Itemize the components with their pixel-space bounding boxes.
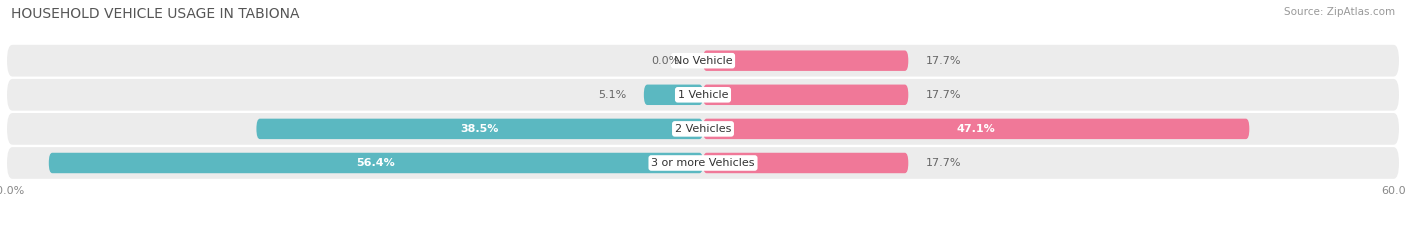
FancyBboxPatch shape xyxy=(49,153,703,173)
Text: Source: ZipAtlas.com: Source: ZipAtlas.com xyxy=(1284,7,1395,17)
FancyBboxPatch shape xyxy=(703,51,908,71)
Text: 38.5%: 38.5% xyxy=(461,124,499,134)
FancyBboxPatch shape xyxy=(7,113,1399,145)
FancyBboxPatch shape xyxy=(703,85,908,105)
Text: 56.4%: 56.4% xyxy=(357,158,395,168)
Text: 0.0%: 0.0% xyxy=(651,56,681,66)
FancyBboxPatch shape xyxy=(7,45,1399,77)
FancyBboxPatch shape xyxy=(703,153,908,173)
Text: No Vehicle: No Vehicle xyxy=(673,56,733,66)
Text: 2 Vehicles: 2 Vehicles xyxy=(675,124,731,134)
Text: 17.7%: 17.7% xyxy=(925,56,962,66)
Text: 1 Vehicle: 1 Vehicle xyxy=(678,90,728,100)
Text: 47.1%: 47.1% xyxy=(957,124,995,134)
Text: 17.7%: 17.7% xyxy=(925,90,962,100)
FancyBboxPatch shape xyxy=(7,79,1399,111)
Text: 5.1%: 5.1% xyxy=(598,90,627,100)
FancyBboxPatch shape xyxy=(703,119,1250,139)
Text: 17.7%: 17.7% xyxy=(925,158,962,168)
Text: HOUSEHOLD VEHICLE USAGE IN TABIONA: HOUSEHOLD VEHICLE USAGE IN TABIONA xyxy=(11,7,299,21)
FancyBboxPatch shape xyxy=(644,85,703,105)
FancyBboxPatch shape xyxy=(7,147,1399,179)
Text: 3 or more Vehicles: 3 or more Vehicles xyxy=(651,158,755,168)
FancyBboxPatch shape xyxy=(256,119,703,139)
